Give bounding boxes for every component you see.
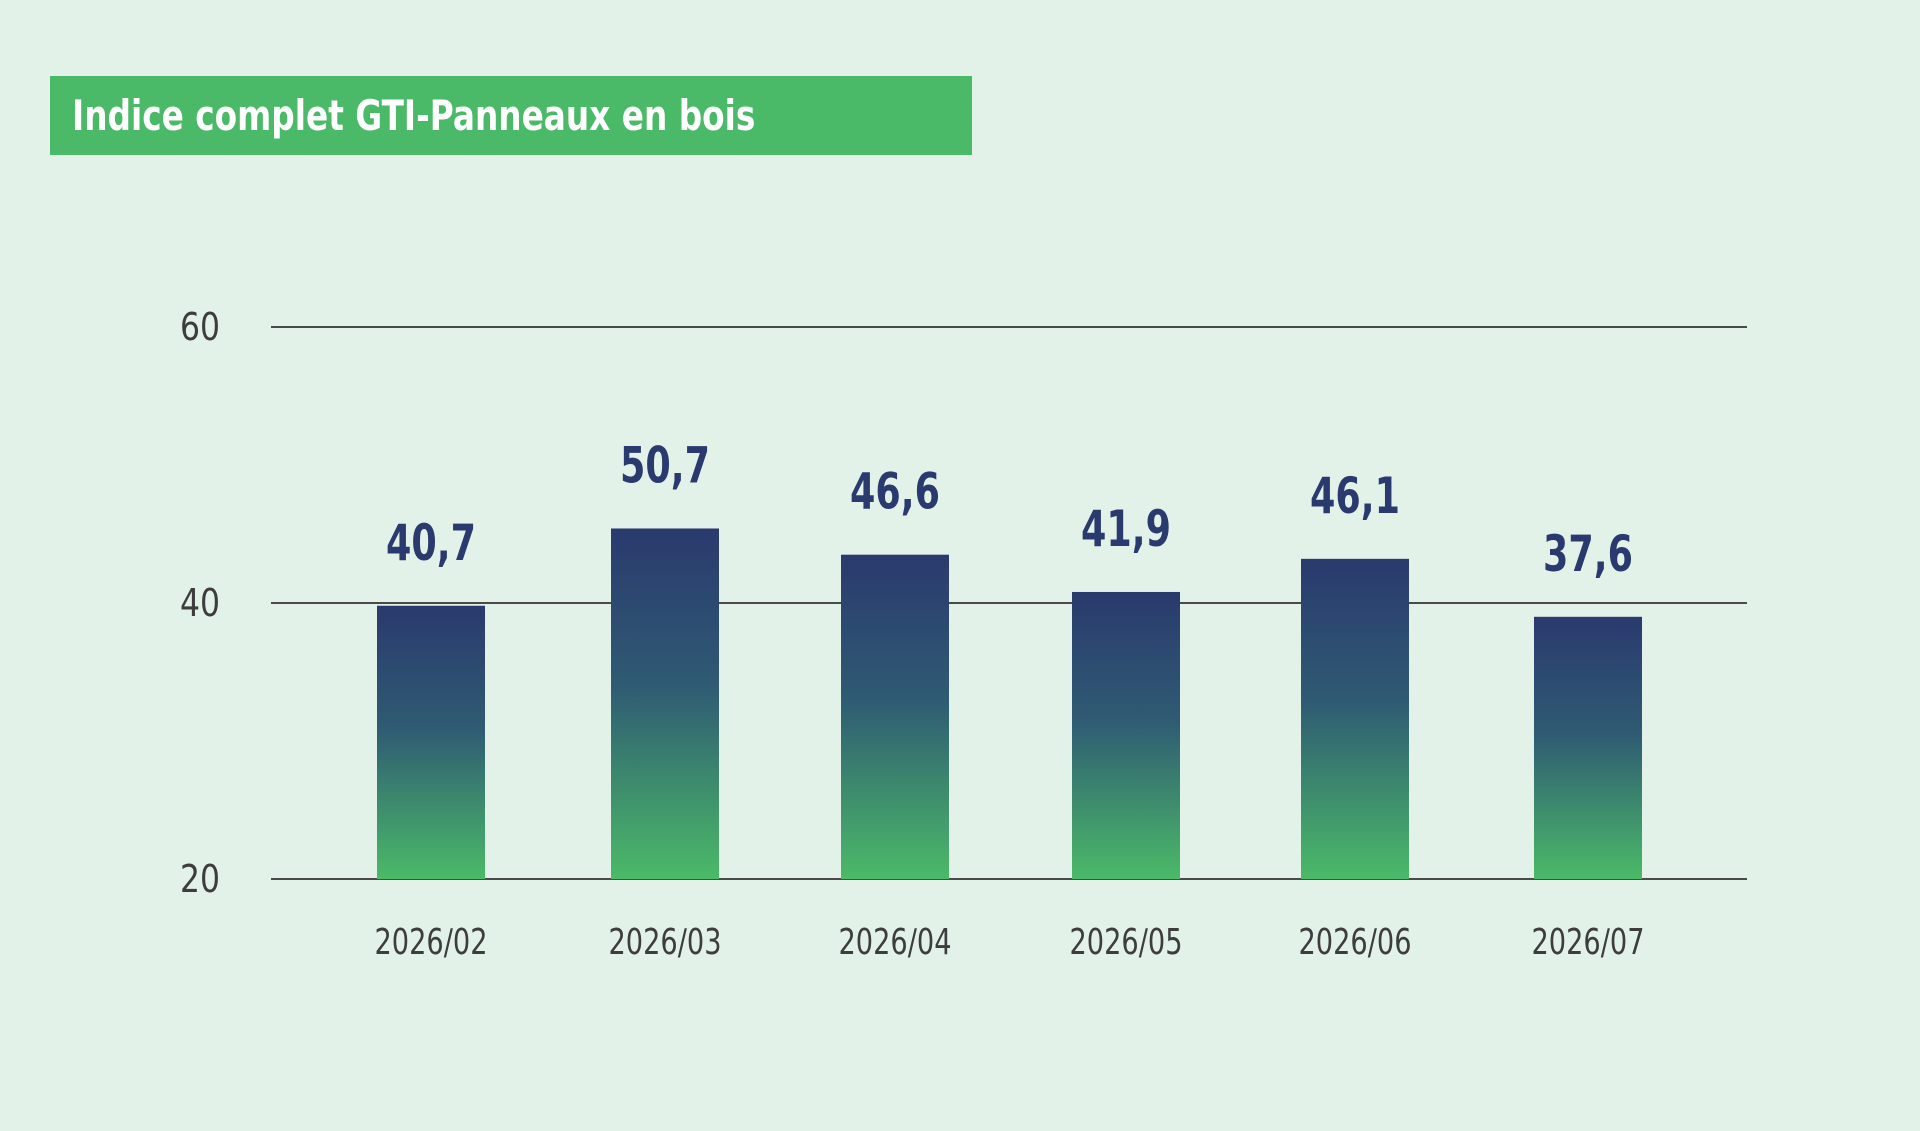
x-tick-label: 2026/06 (1299, 922, 1412, 963)
chart-title: Indice complet GTI-Panneaux en bois (72, 91, 756, 140)
bar-value-label: 46,6 (850, 463, 940, 521)
bar-value-label: 37,6 (1543, 525, 1633, 583)
bar-2026/05 (1072, 591, 1180, 879)
y-tick-label: 20 (180, 857, 220, 901)
chart-title-box: Indice complet GTI-Panneaux en bois (50, 76, 972, 155)
bar-2026/03 (611, 528, 719, 879)
bar-value-label: 40,7 (386, 514, 476, 572)
bar-2026/04 (841, 554, 949, 879)
y-tick-label: 40 (180, 581, 220, 625)
gridlines (271, 326, 1747, 880)
bars (377, 528, 1642, 879)
bar-value-label: 41,9 (1081, 500, 1171, 558)
bar-value-label: 50,7 (620, 436, 710, 494)
bar-2026/07 (1534, 616, 1642, 879)
y-tick-label: 60 (180, 305, 220, 349)
x-tick-label: 2026/02 (375, 922, 488, 963)
x-tick-label: 2026/05 (1070, 922, 1183, 963)
x-tick-label: 2026/04 (839, 922, 952, 963)
bar-2026/06 (1301, 558, 1409, 879)
bar-2026/02 (377, 605, 485, 879)
bar-value-label: 46,1 (1310, 467, 1400, 525)
labels: 20 40 60 40,7 50,7 46,6 41,9 46,1 37,6 2026/02 202… (180, 305, 1645, 963)
x-tick-label: 2026/03 (609, 922, 722, 963)
x-tick-label: 2026/07 (1532, 922, 1645, 963)
